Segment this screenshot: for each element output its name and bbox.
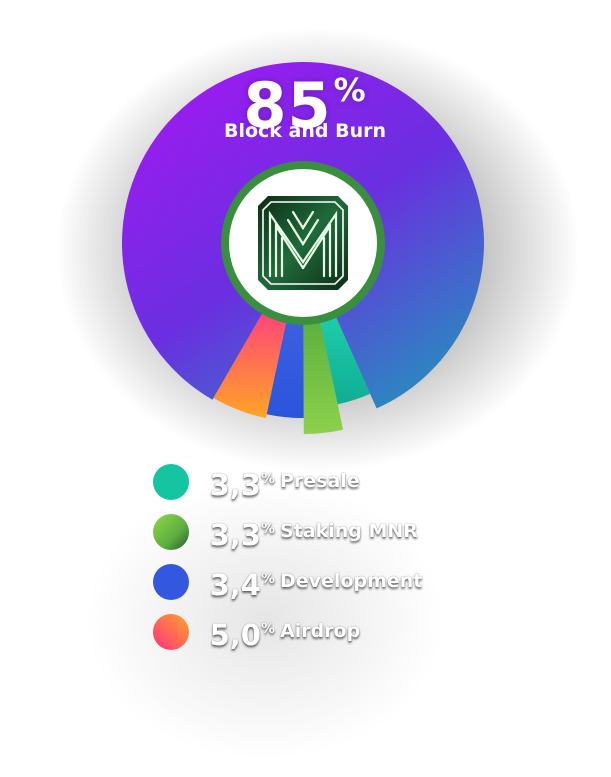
legend-item-development: 3,4% Development (150, 560, 470, 610)
pie-slice-staking-mnr (303, 313, 344, 434)
legend-percent-symbol: % (260, 521, 275, 537)
legend-dot-presale (153, 464, 189, 500)
legend: 3,3% Presale 3,3% Staking MNR 3,4% Devel… (150, 460, 470, 660)
legend-percent-symbol: % (260, 571, 275, 587)
legend-item-airdrop: 5,0% Airdrop (150, 610, 470, 660)
main-slice-label: Block and Burn (223, 120, 387, 142)
legend-dot-airdrop (153, 614, 189, 650)
legend-item-staking-mnr: 3,3% Staking MNR (150, 510, 470, 560)
legend-value-airdrop: 5,0% (205, 610, 275, 654)
legend-dot-staking-mnr (153, 514, 189, 550)
legend-percent-symbol: % (260, 471, 275, 487)
legend-percent-symbol: % (260, 621, 275, 637)
legend-label-staking-mnr: Staking MNR (280, 520, 418, 542)
legend-shadow (85, 480, 445, 760)
m-logo-icon (221, 161, 385, 325)
legend-value-development: 3,4% (205, 560, 275, 604)
legend-value-presale: 3,3% (205, 460, 275, 504)
pie-slice-airdrop (213, 305, 288, 419)
legend-item-presale: 3,3% Presale (150, 460, 470, 510)
legend-label-airdrop: Airdrop (280, 620, 361, 642)
legend-label-presale: Presale (280, 470, 360, 492)
legend-value-text: 5,0 (209, 618, 261, 652)
legend-value-text: 3,3 (209, 468, 261, 502)
legend-value-staking-mnr: 3,3% (205, 510, 275, 554)
legend-dot-development (153, 564, 189, 600)
main-percentage-symbol: % (333, 71, 367, 109)
main-percentage-value: 85 (243, 69, 332, 142)
main-percentage: 85% (200, 55, 410, 141)
legend-value-text: 3,3 (209, 518, 261, 552)
pie-slice-presale (318, 308, 371, 405)
pie-slice-development (266, 313, 304, 419)
legend-label-development: Development (280, 570, 423, 592)
legend-value-text: 3,4 (209, 568, 261, 602)
